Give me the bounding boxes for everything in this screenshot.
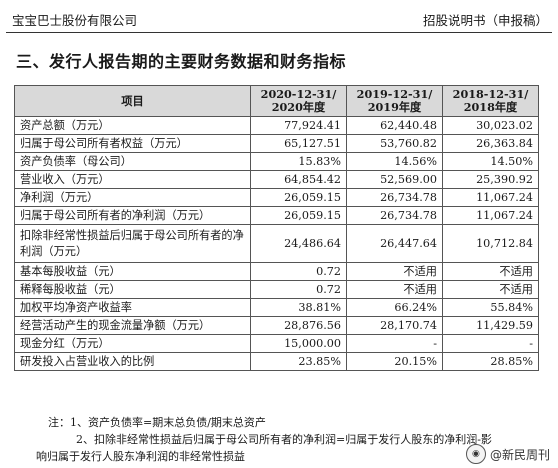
row-label: 加权平均净资产收益率 [14, 298, 251, 317]
value-2019: 53,760.82 [346, 134, 443, 153]
wechat-logo-icon: ◉ [465, 444, 486, 464]
column-header-2018: 2018-12-31/2018年度 [442, 85, 539, 117]
value-2018: 25,390.92 [442, 170, 539, 189]
value-2019: - [346, 334, 443, 353]
note-2: 2、扣除非经常性损益后归属于母公司所有者的净利润=归属于发行人股东的净利润-影 [76, 433, 492, 446]
value-2019: 20.15% [346, 352, 443, 371]
row-label: 营业收入（万元） [14, 170, 251, 189]
table-row: 研发投入占营业收入的比例 23.85% 20.15% 28.85% [14, 352, 539, 371]
financial-table: 项目 2020-12-31/2020年度 2019-12-31/2019年度 2… [14, 85, 539, 371]
row-label: 现金分红（万元） [14, 334, 251, 353]
value-2018: 不适用 [442, 262, 539, 281]
watermark: ◉ @新民周刊 [465, 444, 550, 464]
row-label: 归属于母公司所有者的净利润（万元） [14, 206, 251, 225]
value-2020: 0.72 [250, 262, 347, 281]
row-label: 扣除非经常性损益后归属于母公司所有者的净利润（万元） [14, 224, 251, 263]
row-label: 经营活动产生的现金流量净额（万元） [14, 316, 251, 335]
value-2018: 10,712.84 [442, 224, 539, 263]
table-row: 归属于母公司所有者的净利润（万元） 26,059.15 26,734.78 11… [14, 206, 539, 225]
company-name: 宝宝巴士股份有限公司 [12, 13, 138, 28]
value-2020: 28,876.56 [250, 316, 347, 335]
table-row: 资产总额（万元） 77,924.41 62,440.48 30,023.02 [14, 116, 539, 135]
column-header-2020: 2020-12-31/2020年度 [250, 85, 347, 117]
value-2019: 14.56% [346, 152, 443, 171]
row-label: 归属于母公司所有者权益（万元） [14, 134, 251, 153]
value-2018: 不适用 [442, 280, 539, 299]
document-header: 宝宝巴士股份有限公司 招股说明书（申报稿） [6, 0, 552, 33]
row-label: 研发投入占营业收入的比例 [14, 352, 251, 371]
value-2019: 26,447.64 [346, 224, 443, 263]
table-row: 基本每股收益（元） 0.72 不适用 不适用 [14, 262, 539, 281]
value-2018: 28.85% [442, 352, 539, 371]
table-row: 净利润（万元） 26,059.15 26,734.78 11,067.24 [14, 188, 539, 207]
value-2020: 15.83% [250, 152, 347, 171]
table-row: 营业收入（万元） 64,854.42 52,569.00 25,390.92 [14, 170, 539, 189]
watermark-text: @新民周刊 [489, 447, 550, 462]
value-2019: 52,569.00 [346, 170, 443, 189]
value-2018: - [442, 334, 539, 353]
table-row: 归属于母公司所有者权益（万元） 65,127.51 53,760.82 26,3… [14, 134, 539, 153]
value-2020: 77,924.41 [250, 116, 347, 135]
value-2018: 26,363.84 [442, 134, 539, 153]
section-title: 三、发行人报告期的主要财务数据和财务指标 [16, 52, 347, 71]
value-2020: 23.85% [250, 352, 347, 371]
value-2019: 62,440.48 [346, 116, 443, 135]
value-2018: 11,067.24 [442, 188, 539, 207]
column-header-2019: 2019-12-31/2019年度 [346, 85, 443, 117]
row-label: 基本每股收益（元） [14, 262, 251, 281]
value-2020: 38.81% [250, 298, 347, 317]
row-label: 资产负债率（母公司） [14, 152, 251, 171]
table-header-row: 项目 2020-12-31/2020年度 2019-12-31/2019年度 2… [14, 85, 539, 117]
value-2018: 11,429.59 [442, 316, 539, 335]
table-row: 稀释每股收益（元） 0.72 不适用 不适用 [14, 280, 539, 299]
table-row: 现金分红（万元） 15,000.00 - - [14, 334, 539, 353]
table-notes: 注：1、资产负债率=期末总负债/期末总资产 2、扣除非经常性损益后归属于母公司所… [14, 414, 544, 465]
value-2020: 15,000.00 [250, 334, 347, 353]
value-2020: 24,486.64 [250, 224, 347, 263]
value-2018: 55.84% [442, 298, 539, 317]
value-2020: 0.72 [250, 280, 347, 299]
value-2020: 64,854.42 [250, 170, 347, 189]
value-2019: 26,734.78 [346, 206, 443, 225]
row-label: 净利润（万元） [14, 188, 251, 207]
row-label: 稀释每股收益（元） [14, 280, 251, 299]
value-2020: 65,127.51 [250, 134, 347, 153]
document-type: 招股说明书（申报稿） [422, 13, 548, 28]
note-1: 注：1、资产负债率=期末总负债/期末总资产 [48, 416, 266, 429]
value-2020: 26,059.15 [250, 188, 347, 207]
value-2019: 28,170.74 [346, 316, 443, 335]
value-2018: 30,023.02 [442, 116, 539, 135]
value-2018: 14.50% [442, 152, 539, 171]
value-2019: 不适用 [346, 280, 443, 299]
note-2-continued: 响归属于发行人股东净利润的非经常性损益 [36, 450, 245, 463]
row-label: 资产总额（万元） [14, 116, 251, 135]
table-row: 经营活动产生的现金流量净额（万元） 28,876.56 28,170.74 11… [14, 316, 539, 335]
value-2019: 66.24% [346, 298, 443, 317]
table-row: 资产负债率（母公司） 15.83% 14.56% 14.50% [14, 152, 539, 171]
table-row: 加权平均净资产收益率 38.81% 66.24% 55.84% [14, 298, 539, 317]
value-2019: 26,734.78 [346, 188, 443, 207]
value-2018: 11,067.24 [442, 206, 539, 225]
value-2020: 26,059.15 [250, 206, 347, 225]
column-header-item: 项目 [14, 85, 251, 117]
value-2019: 不适用 [346, 262, 443, 281]
table-row: 扣除非经常性损益后归属于母公司所有者的净利润（万元） 24,486.64 26,… [14, 224, 539, 263]
